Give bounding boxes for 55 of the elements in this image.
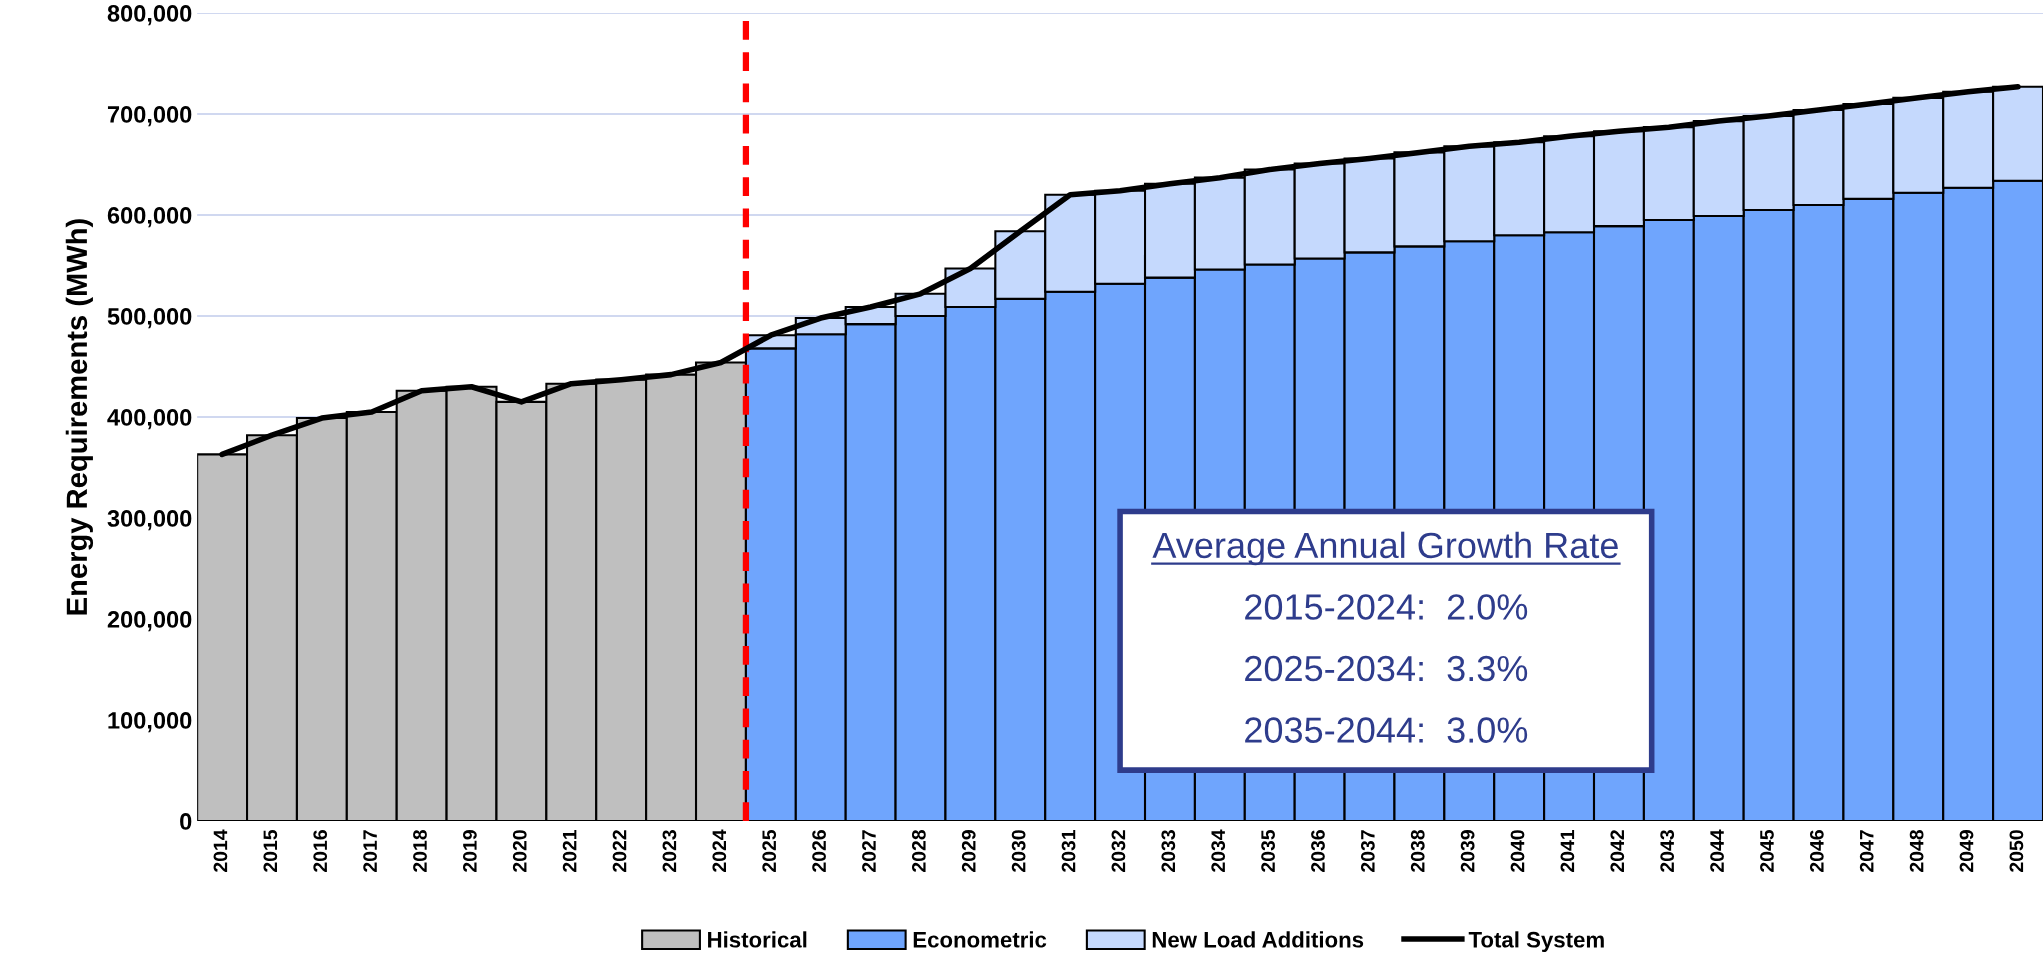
y-tick-label: 0 <box>180 813 192 830</box>
x-tick-label: 2037 <box>1360 830 1375 872</box>
y-tick-label: 500,000 <box>107 308 192 329</box>
y-tick-label: 600,000 <box>107 207 192 228</box>
x-tick-label: 2033 <box>1161 830 1176 872</box>
x-tick-label: 2041 <box>1560 829 1575 872</box>
x-tick-label: 2035 <box>1261 829 1275 872</box>
x-tick-label: 2018 <box>413 829 427 872</box>
y-tick-label: 800,000 <box>107 5 192 26</box>
x-tick-label: 2043 <box>1660 830 1675 872</box>
y-tick-label: 700,000 <box>107 106 192 127</box>
x-tick-label: 2015 <box>263 829 278 872</box>
x-tick-label: 2039 <box>1460 830 1475 872</box>
annotation: 2025-2034: 3.3% <box>1245 655 1528 682</box>
annotation: 2015-2024: 2.0% <box>1245 594 1528 620</box>
x-tick-label: 2031 <box>1061 829 1076 872</box>
x-tick-label: 2014 <box>213 829 228 872</box>
x-tick-label: 2019 <box>462 830 477 872</box>
x-tick-label: 2040 <box>1510 830 1525 872</box>
legend-label: Econometric <box>913 931 1047 948</box>
x-tick-label: 2020 <box>512 830 527 872</box>
y-tick-label: 400,000 <box>107 409 192 430</box>
x-tick-label: 2022 <box>612 830 627 872</box>
y-axis-title: Energy Requirements (MWh) <box>65 219 94 615</box>
y-tick-label: 100,000 <box>108 712 192 733</box>
x-tick-label: 2042 <box>1610 830 1625 872</box>
x-tick-label: 2017 <box>363 830 377 872</box>
annotation: Average Annual Growth Rate <box>1152 531 1618 566</box>
x-tick-label: 2027 <box>862 830 876 872</box>
x-tick-label: 2034 <box>1211 829 1226 872</box>
legend-label: Total System <box>1468 931 1604 952</box>
x-tick-label: 2016 <box>313 830 328 872</box>
x-tick-label: 2029 <box>961 830 976 872</box>
annotation: 2035-2044: 3.0% <box>1245 717 1528 743</box>
x-tick-label: 2026 <box>812 830 826 872</box>
x-tick-label: 2047 <box>1859 830 1874 872</box>
y-tick-label: 300,000 <box>107 510 192 531</box>
y-tick-label: 200,000 <box>107 611 192 632</box>
x-tick-label: 2038 <box>1410 829 1425 872</box>
x-tick-label: 2049 <box>1959 830 1974 872</box>
legend-label: New Load Additions <box>1152 931 1364 948</box>
x-tick-label: 2023 <box>662 830 677 872</box>
x-tick-label: 2044 <box>1710 829 1724 872</box>
x-tick-label: 2030 <box>1011 830 1026 872</box>
legend-label: Historical <box>708 931 807 948</box>
x-tick-label: 2050 <box>2009 830 2024 872</box>
x-tick-label: 2032 <box>1111 830 1126 872</box>
x-tick-label: 2025 <box>762 829 777 872</box>
x-tick-label: 2036 <box>1311 830 1325 872</box>
x-tick-label: 2028 <box>911 829 926 872</box>
x-tick-label: 2048 <box>1909 829 1924 872</box>
x-tick-label: 2021 <box>562 829 577 872</box>
x-tick-label: 2045 <box>1760 829 1774 872</box>
x-tick-label: 2046 <box>1809 830 1824 872</box>
x-tick-label: 2024 <box>712 829 727 872</box>
